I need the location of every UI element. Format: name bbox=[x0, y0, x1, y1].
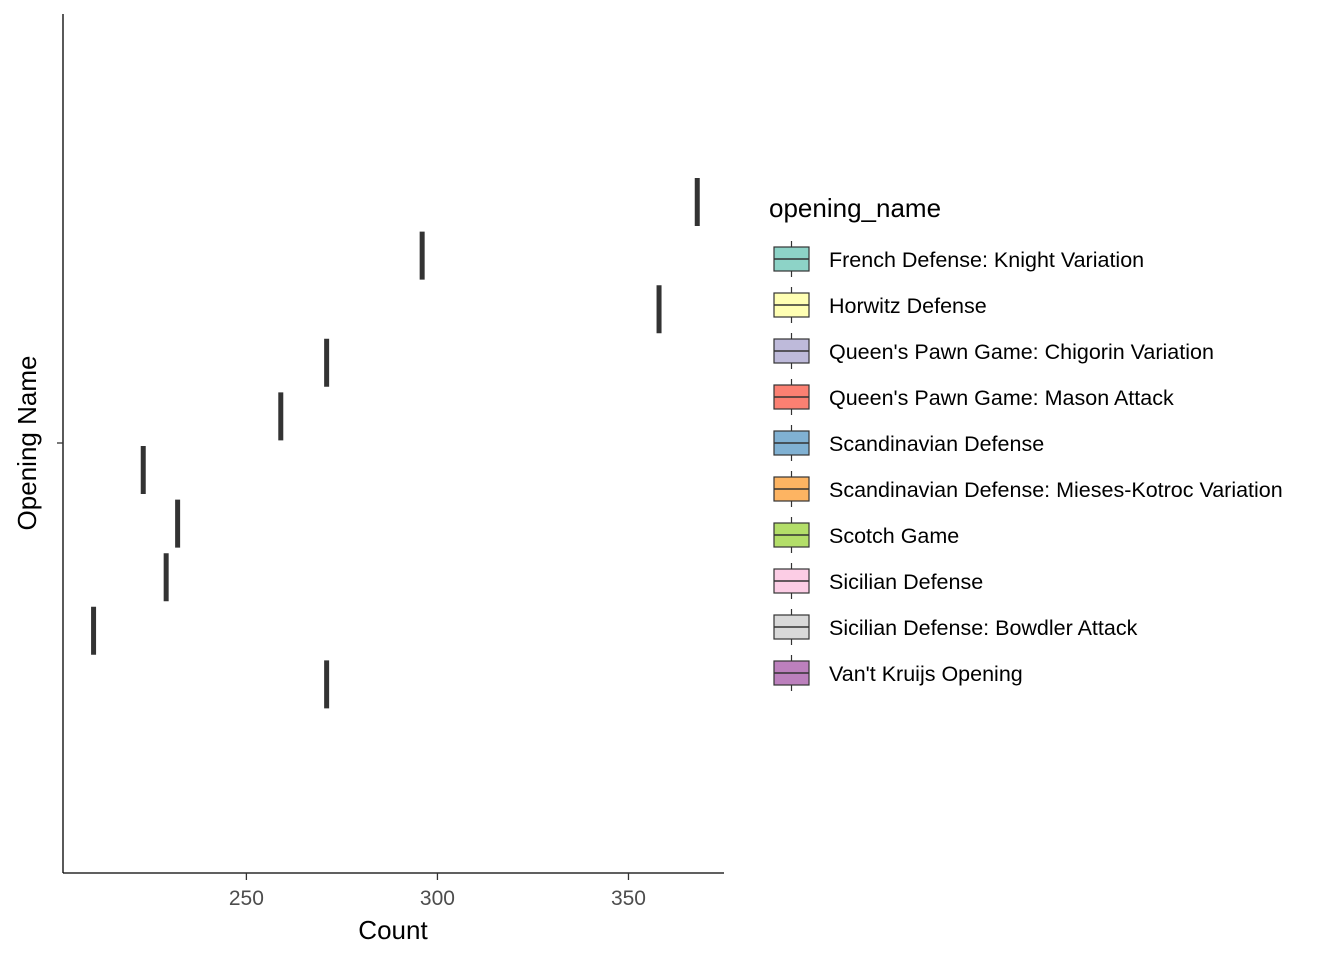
legend-label: Sicilian Defense bbox=[829, 570, 983, 594]
legend-title: opening_name bbox=[769, 193, 941, 223]
x-tick-label: 250 bbox=[229, 887, 264, 910]
legend-item: Van't Kruijs Opening bbox=[773, 655, 1023, 691]
legend-item: Sicilian Defense bbox=[773, 563, 983, 599]
marks-layer bbox=[91, 178, 700, 709]
legend-label: Horwitz Defense bbox=[829, 294, 987, 318]
legend-item: Scotch Game bbox=[773, 517, 959, 553]
x-tick-label: 350 bbox=[611, 887, 646, 910]
legend: opening_name French Defense: Knight Vari… bbox=[769, 193, 1283, 691]
legend-label: Van't Kruijs Opening bbox=[829, 662, 1023, 686]
x-axis-title: Count bbox=[358, 915, 428, 945]
legend-label: Scotch Game bbox=[829, 524, 959, 548]
legend-item: Horwitz Defense bbox=[773, 287, 987, 323]
legend-item: Queen's Pawn Game: Mason Attack bbox=[773, 379, 1174, 415]
legend-label: Scandinavian Defense: Mieses-Kotroc Vari… bbox=[829, 478, 1283, 502]
legend-label: Scandinavian Defense bbox=[829, 432, 1044, 456]
legend-item: Scandinavian Defense: Mieses-Kotroc Vari… bbox=[773, 471, 1283, 507]
legend-items: French Defense: Knight Variation Horwitz … bbox=[773, 241, 1283, 691]
legend-label: Sicilian Defense: Bowdler Attack bbox=[829, 616, 1138, 640]
legend-item: French Defense: Knight Variation bbox=[773, 241, 1144, 277]
x-tick-label: 300 bbox=[420, 887, 455, 910]
legend-label: Queen's Pawn Game: Chigorin Variation bbox=[829, 340, 1214, 364]
legend-label: French Defense: Knight Variation bbox=[829, 248, 1144, 272]
legend-item: Sicilian Defense: Bowdler Attack bbox=[773, 609, 1138, 645]
y-axis-title: Opening Name bbox=[12, 356, 42, 531]
legend-label: Queen's Pawn Game: Mason Attack bbox=[829, 386, 1174, 410]
legend-item: Queen's Pawn Game: Chigorin Variation bbox=[773, 333, 1214, 369]
x-ticks-layer: 250 300 350 bbox=[229, 873, 646, 910]
legend-item: Scandinavian Defense bbox=[773, 425, 1044, 461]
